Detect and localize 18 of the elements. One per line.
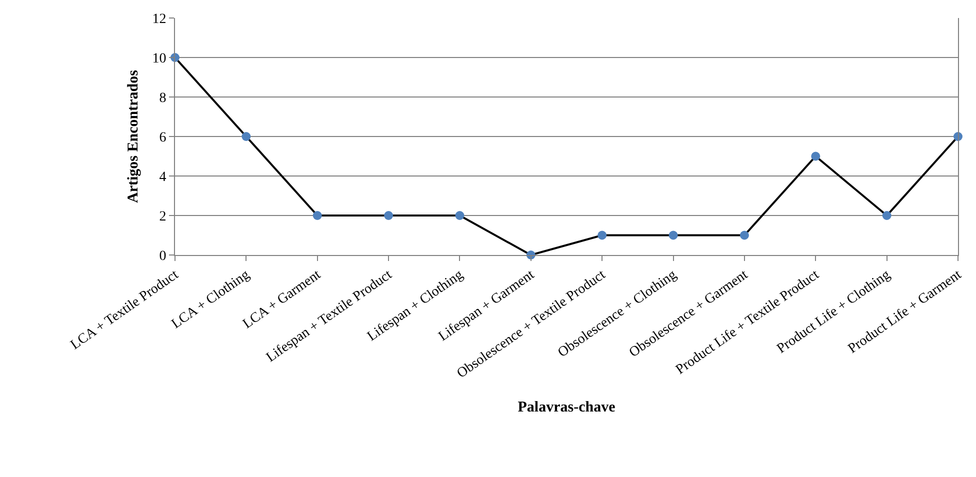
point [455,211,464,220]
point [598,230,607,240]
y-tick-label: 0 [159,248,166,264]
point [740,230,749,240]
y-tick-label: 6 [159,130,166,146]
x-axis-title: Palavras-chave [518,400,616,416]
y-tick-label: 8 [159,90,166,106]
point [882,211,892,220]
y-tick-label: 2 [159,209,166,224]
y-tick-label: 12 [152,12,166,27]
y-tick-label: 4 [159,170,166,185]
point [668,230,678,240]
point [312,211,322,220]
point [242,132,251,141]
y-tick-label: 10 [152,51,166,66]
point [811,152,820,161]
point [384,211,394,220]
y-axis-title: Artigos Encontrados [125,70,142,203]
